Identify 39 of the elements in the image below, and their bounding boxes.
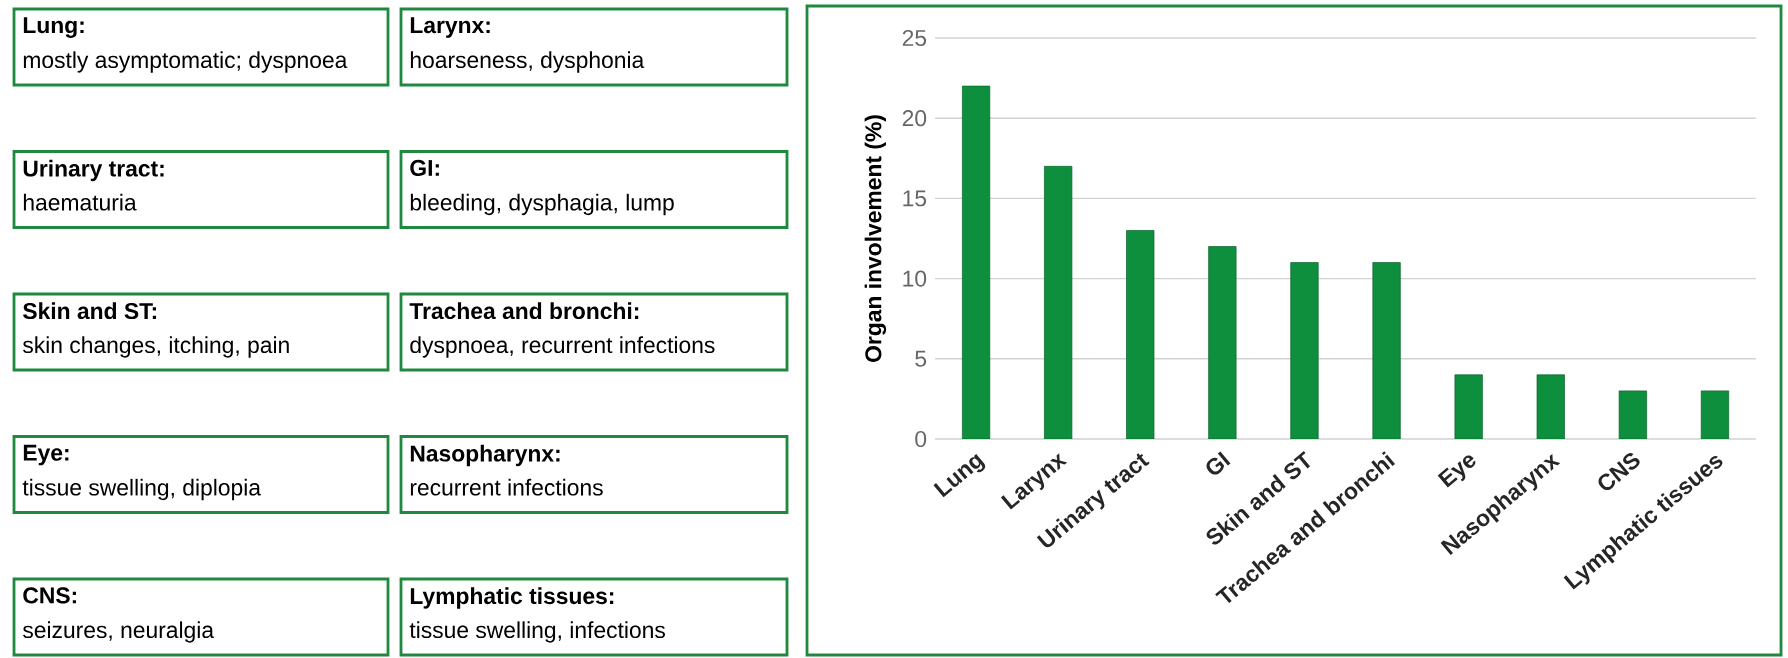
bar: [1044, 165, 1073, 439]
text: Larynx:: [410, 17, 490, 38]
bar: [961, 85, 991, 439]
bar: [1126, 230, 1155, 439]
bar: [1536, 374, 1565, 439]
x-tick-label: GI: [1206, 451, 1231, 475]
bar: [1700, 390, 1730, 439]
text: recurrent infections: [410, 478, 603, 496]
text: Lymphatic tissues:: [410, 587, 614, 609]
y-tick-label: 5: [915, 350, 927, 367]
bar: [1618, 390, 1647, 439]
text: tissue swelling, infections: [409, 621, 665, 643]
text: CNS:: [23, 587, 76, 604]
text: Nasopharynx:: [410, 444, 560, 467]
text: skin changes, itching, pain: [22, 336, 289, 358]
text: tissue swelling, diplopia: [22, 478, 262, 501]
text: Trachea and bronchi:: [409, 302, 639, 320]
text: Eye:: [23, 444, 69, 466]
y-tick-label: 20: [902, 110, 927, 127]
text: seizures, neuralgia: [22, 621, 215, 643]
y-tick-label: 25: [902, 29, 927, 47]
text: GI:: [410, 159, 439, 177]
text: dyspnoea, recurrent infections: [410, 336, 715, 358]
bar: [1290, 262, 1319, 439]
text: haematuria: [23, 193, 137, 211]
y-tick-label: 15: [903, 190, 927, 207]
text: Skin and ST:: [23, 302, 156, 320]
bar: [1454, 374, 1483, 439]
x-tick-label: CNS: [1598, 452, 1640, 491]
text: Urinary tract:: [23, 159, 164, 182]
bar: [1372, 262, 1401, 439]
bar: [1208, 246, 1237, 439]
text: mostly asymptomatic; dyspnoea: [23, 51, 348, 73]
y-tick-label: 0: [915, 430, 927, 448]
text: bleeding, dysphagia, lump: [410, 193, 674, 216]
y-axis-title: Organ involvement (%): [864, 115, 887, 362]
text: Lung:: [23, 17, 84, 38]
text: hoarseness, dysphonia: [410, 51, 645, 73]
y-tick-label: 10: [903, 270, 927, 287]
